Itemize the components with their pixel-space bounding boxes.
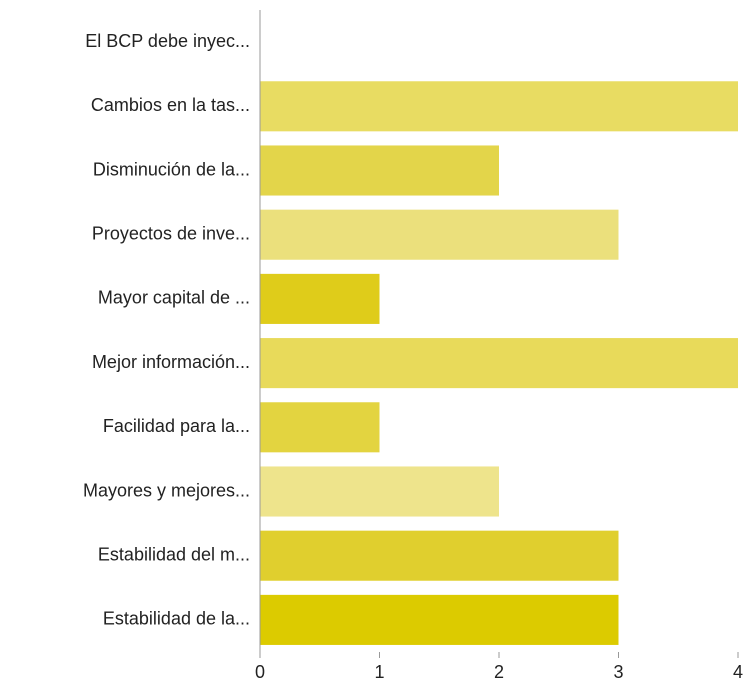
bar <box>260 81 738 132</box>
bar <box>260 209 619 260</box>
bar <box>260 273 380 324</box>
y-tick-label: Facilidad para la... <box>103 416 250 436</box>
bar <box>260 530 619 581</box>
y-tick-label: El BCP debe inyec... <box>85 31 250 51</box>
y-tick-label: Mejor información... <box>92 352 250 372</box>
y-tick-label: Estabilidad del m... <box>98 544 250 564</box>
x-tick-label: 0 <box>255 662 265 682</box>
y-tick-label: Mayores y mejores... <box>83 480 250 500</box>
bar <box>260 145 499 196</box>
y-tick-label: Disminución de la... <box>93 159 250 179</box>
bar <box>260 338 738 389</box>
y-tick-label: Cambios en la tas... <box>91 95 250 115</box>
bar <box>260 594 619 645</box>
y-tick-label: Estabilidad de la... <box>103 609 250 629</box>
y-tick-label: Proyectos de inve... <box>92 223 250 243</box>
bar <box>260 466 499 517</box>
bar <box>260 402 380 453</box>
x-tick-label: 2 <box>494 662 504 682</box>
x-tick-label: 1 <box>374 662 384 682</box>
y-tick-label: Mayor capital de ... <box>98 288 250 308</box>
x-tick-label: 3 <box>613 662 623 682</box>
x-tick-label: 4 <box>733 662 743 682</box>
